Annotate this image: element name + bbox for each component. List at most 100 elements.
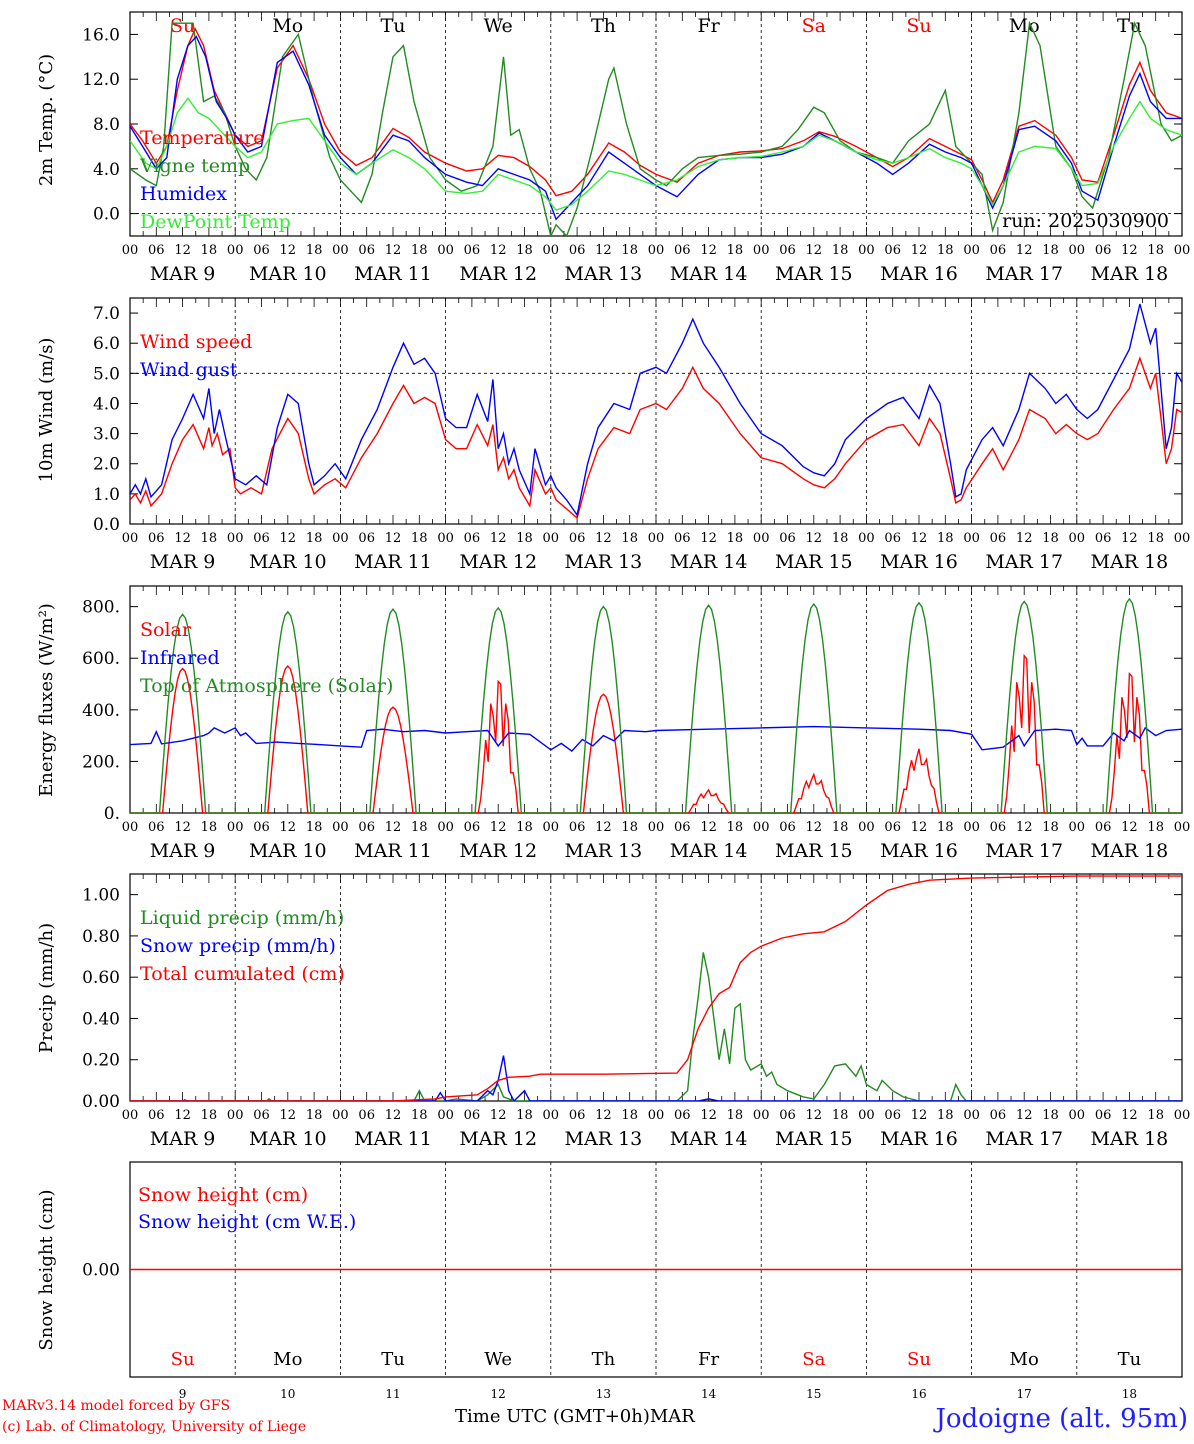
hour-tick-label: 00	[1069, 531, 1086, 546]
hour-tick-label: 00	[332, 1108, 349, 1123]
y-axis-label: Energy fluxes (W/m²)	[36, 603, 57, 797]
time-axis-label: Time UTC (GMT+0h)MAR	[455, 1406, 695, 1427]
weekday-label: Tu	[381, 1349, 405, 1370]
date-label: MAR 9	[150, 840, 216, 862]
date-label: MAR 13	[565, 263, 643, 285]
hour-tick-label: 06	[148, 1108, 165, 1123]
y-tick-label: 4.0	[93, 394, 120, 414]
hour-tick-label: 00	[1069, 243, 1086, 258]
series-line	[130, 35, 1182, 221]
hour-tick-label: 06	[990, 531, 1007, 546]
hour-tick-label: 12	[385, 1108, 402, 1123]
hour-tick-label: 12	[1121, 531, 1138, 546]
hour-tick-label: 00	[332, 243, 349, 258]
date-label: MAR 10	[249, 263, 327, 285]
date-label: MAR 9	[150, 551, 216, 573]
hour-tick-label: 18	[1042, 243, 1059, 258]
hour-tick-label: 00	[963, 820, 980, 835]
y-tick-label: 0.	[104, 804, 120, 824]
date-label: MAR 11	[354, 1128, 432, 1150]
hour-tick-label: 06	[990, 820, 1007, 835]
hour-tick-label: 12	[1016, 243, 1033, 258]
hour-tick-label: 00	[1174, 531, 1191, 546]
weekday-label: Mo	[273, 1349, 302, 1370]
date-label: MAR 18	[1091, 1128, 1169, 1150]
weekday-label: Mo	[1009, 15, 1040, 37]
hour-tick-label: 18	[1147, 1108, 1164, 1123]
hour-tick-label: 18	[1147, 243, 1164, 258]
date-label: MAR 12	[459, 840, 537, 862]
date-label: MAR 16	[880, 551, 958, 573]
y-tick-label: 0.00	[82, 1261, 120, 1281]
hour-tick-label: 18	[306, 531, 323, 546]
legend-entry: DewPoint Temp	[140, 211, 291, 233]
hour-tick-label: 00	[1069, 820, 1086, 835]
hour-tick-label: 06	[1095, 243, 1112, 258]
run-label: run: 2025030900	[1002, 210, 1169, 232]
weekday-label: Fr	[698, 1349, 719, 1370]
y-tick-label: 16.0	[82, 25, 120, 45]
hour-tick-label: 06	[358, 1108, 375, 1123]
y-tick-label: 0.00	[82, 1092, 120, 1112]
y-axis-label: Precip (mm/h)	[36, 923, 57, 1053]
y-axis-label: 10m Wind (m/s)	[36, 338, 57, 483]
weekday-label: Sa	[802, 15, 826, 37]
series-line	[130, 97, 1182, 212]
y-axis-label: 2m Temp. (°C)	[36, 54, 57, 186]
y-tick-label: 6.0	[93, 334, 120, 354]
date-label: MAR 15	[775, 263, 853, 285]
day-number: 18	[1122, 1387, 1137, 1401]
hour-tick-label: 00	[858, 531, 875, 546]
hour-tick-label: 00	[437, 531, 454, 546]
hour-tick-label: 18	[937, 243, 954, 258]
hour-tick-label: 06	[253, 243, 270, 258]
day-number: 12	[491, 1387, 506, 1401]
hour-tick-label: 06	[148, 243, 165, 258]
hour-tick-label: 12	[1016, 1108, 1033, 1123]
hour-tick-label: 18	[516, 531, 533, 546]
series-line	[130, 597, 1182, 813]
y-tick-label: 200.	[82, 752, 120, 772]
hour-tick-label: 12	[1121, 820, 1138, 835]
hour-tick-label: 18	[937, 1108, 954, 1123]
hour-tick-label: 00	[753, 1108, 770, 1123]
hour-tick-label: 06	[464, 531, 481, 546]
hour-tick-label: 00	[858, 243, 875, 258]
y-tick-label: 600.	[82, 649, 120, 669]
legend-entry: Infrared	[140, 647, 220, 669]
hour-tick-label: 18	[1042, 531, 1059, 546]
hour-tick-label: 18	[411, 820, 428, 835]
hour-tick-label: 12	[385, 820, 402, 835]
y-tick-label: 4.0	[93, 160, 120, 180]
hour-tick-label: 18	[201, 531, 218, 546]
hour-tick-label: 18	[306, 1108, 323, 1123]
hour-tick-label: 18	[411, 243, 428, 258]
weekday-label: Su	[907, 1349, 931, 1370]
date-label: MAR 14	[670, 1128, 748, 1150]
date-label: MAR 15	[775, 551, 853, 573]
series-line	[130, 356, 1182, 520]
hour-tick-label: 12	[490, 1108, 507, 1123]
hour-tick-label: 18	[516, 243, 533, 258]
hour-tick-label: 06	[358, 531, 375, 546]
weekday-label: Su	[170, 15, 195, 37]
day-number: 13	[596, 1387, 611, 1401]
hour-tick-label: 12	[911, 1108, 928, 1123]
hour-tick-label: 12	[911, 243, 928, 258]
weekday-label: Tu	[1118, 1349, 1142, 1370]
weekday-label: Th	[591, 15, 616, 37]
y-tick-label: 2.0	[93, 455, 120, 475]
hour-tick-label: 00	[227, 243, 244, 258]
hour-tick-label: 18	[201, 820, 218, 835]
hour-tick-label: 00	[122, 820, 139, 835]
legend-entry: Wind gust	[140, 359, 238, 381]
hour-tick-label: 06	[253, 531, 270, 546]
series-line	[130, 952, 1182, 1101]
legend-entry: Wind speed	[140, 331, 252, 353]
hour-tick-label: 18	[832, 1108, 849, 1123]
hour-tick-label: 18	[516, 1108, 533, 1123]
hour-tick-label: 00	[437, 820, 454, 835]
hour-tick-label: 18	[411, 531, 428, 546]
y-tick-label: 800.	[82, 598, 120, 618]
